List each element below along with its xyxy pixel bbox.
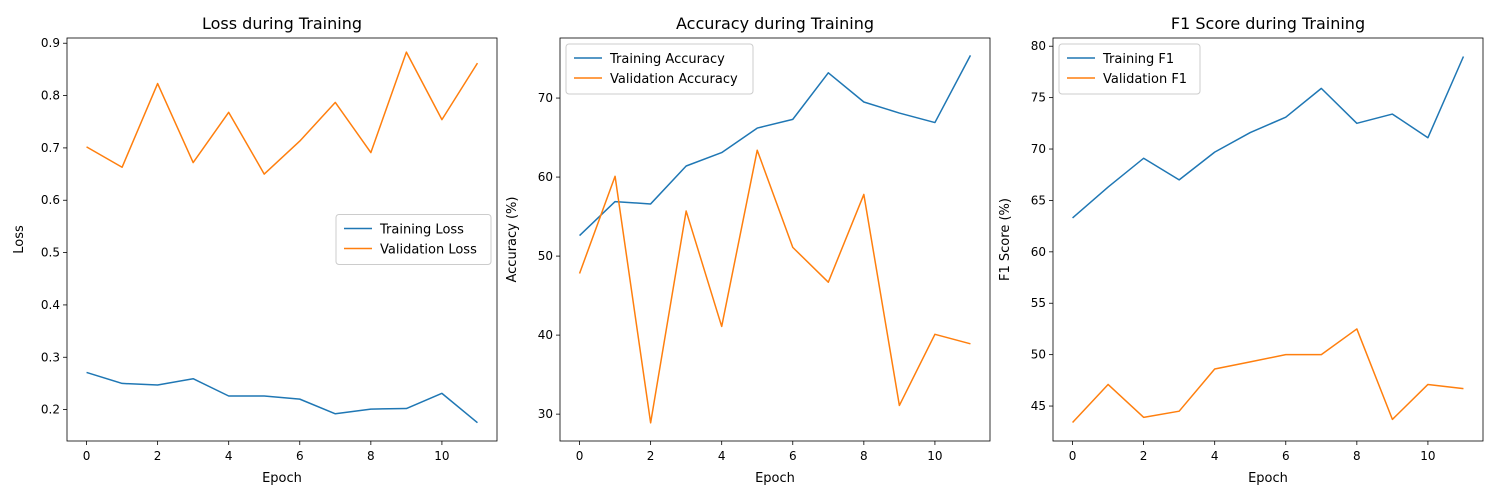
y-tick-label: 70 <box>538 91 553 105</box>
y-tick-label: 80 <box>1031 39 1046 53</box>
series-line-1 <box>1072 56 1465 219</box>
y-tick-label: 0.6 <box>41 193 60 207</box>
chart-panel-1: 0 2 4 6 8 10 0.2 0.3 0.4 0.5 0.6 0.7 0.8 0.9 Loss duri… <box>12 14 498 486</box>
y-tick-label: 70 <box>1031 142 1046 156</box>
legend: Training F1 Validation F1 <box>1058 43 1201 95</box>
legend-label: Validation Accuracy <box>610 72 738 87</box>
legend-label: Validation Loss <box>380 243 477 258</box>
x-tick-label: 4 <box>225 449 233 463</box>
x-tick-label: 2 <box>1140 449 1148 463</box>
y-tick-label: 0.5 <box>41 246 60 260</box>
series-line-2 <box>578 149 971 424</box>
x-tick-label: 6 <box>789 449 797 463</box>
chart-title: Accuracy during Training <box>676 14 874 33</box>
x-tick-label: 10 <box>434 449 449 463</box>
y-tick-label: 40 <box>538 328 553 342</box>
x-axis-label: Epoch <box>262 471 302 486</box>
plot-frame <box>66 37 498 442</box>
y-tick-label: 0.8 <box>41 89 60 103</box>
y-axis-label: F1 Score (%) <box>998 198 1013 281</box>
x-tick-label: 8 <box>367 449 375 463</box>
legend-box <box>1058 43 1201 95</box>
x-tick-label: 6 <box>296 449 304 463</box>
y-axis-label: Loss <box>12 225 27 254</box>
y-tick-label: 0.9 <box>41 36 60 50</box>
series-line-1 <box>579 55 972 237</box>
x-tick-label: 4 <box>1211 449 1219 463</box>
x-tick-label: 10 <box>927 449 942 463</box>
y-tick-label: 0.2 <box>41 403 60 417</box>
y-tick-label: 50 <box>1031 348 1046 362</box>
x-tick-label: 2 <box>647 449 655 463</box>
plot-frame <box>1052 37 1484 442</box>
y-tick-label: 60 <box>538 170 553 184</box>
x-tick-label: 8 <box>860 449 868 463</box>
y-tick-label: 0.3 <box>41 350 60 364</box>
legend-box <box>335 214 492 265</box>
y-axis-label: Accuracy (%) <box>505 197 520 283</box>
x-tick-label: 10 <box>1420 449 1435 463</box>
series-line-1 <box>86 371 478 424</box>
chart-panel-3: 0 2 4 6 8 10 45 50 55 60 65 70 75 80 F1 Score during T… <box>998 14 1484 486</box>
series-line-2 <box>86 51 479 175</box>
x-tick-label: 0 <box>83 449 91 463</box>
y-tick-label: 0.4 <box>41 298 60 312</box>
y-tick-label: 60 <box>1031 245 1046 259</box>
y-tick-label: 45 <box>1031 399 1046 413</box>
x-tick-label: 0 <box>1069 449 1077 463</box>
y-tick-label: 75 <box>1031 91 1046 105</box>
chart-title: Loss during Training <box>202 14 362 33</box>
y-tick-label: 65 <box>1031 193 1046 207</box>
x-tick-label: 0 <box>576 449 584 463</box>
legend-label: Training Accuracy <box>609 52 725 67</box>
y-tick-label: 55 <box>1031 296 1046 310</box>
legend: Training Loss Validation Loss <box>335 214 492 265</box>
y-tick-label: 30 <box>538 407 553 421</box>
legend: Training Accuracy Validation Accuracy <box>565 43 754 95</box>
legend-label: Training F1 <box>1102 52 1174 67</box>
plot-frame <box>559 37 991 442</box>
x-tick-label: 4 <box>718 449 726 463</box>
x-tick-label: 8 <box>1353 449 1361 463</box>
x-tick-label: 6 <box>1282 449 1290 463</box>
y-tick-label: 0.7 <box>41 141 60 155</box>
x-axis-label: Epoch <box>755 471 795 486</box>
legend-box <box>565 43 754 95</box>
chart-title: F1 Score during Training <box>1171 14 1365 33</box>
y-tick-label: 50 <box>538 249 553 263</box>
x-tick-label: 2 <box>154 449 162 463</box>
legend-label: Validation F1 <box>1103 72 1187 87</box>
x-axis-label: Epoch <box>1248 471 1288 486</box>
series-line-2 <box>1072 328 1464 424</box>
legend-label: Training Loss <box>379 223 464 238</box>
chart-panel-2: 0 2 4 6 8 10 30 40 50 60 70 Accuracy during Trainin… <box>505 14 991 486</box>
